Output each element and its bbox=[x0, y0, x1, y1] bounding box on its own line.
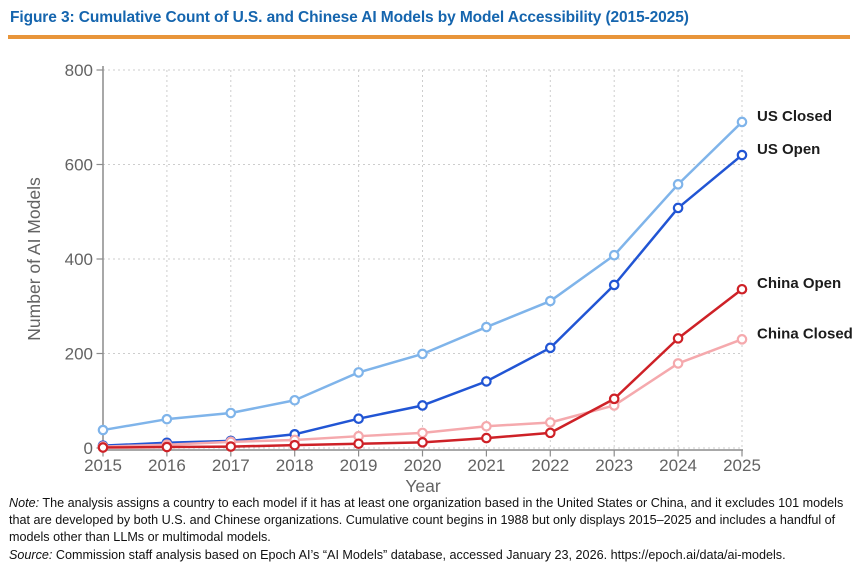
series-us-closed bbox=[97, 116, 748, 436]
data-point bbox=[417, 437, 428, 448]
x-axis-title: Year bbox=[405, 476, 441, 496]
data-point bbox=[544, 417, 556, 428]
data-point bbox=[736, 283, 748, 295]
x-tick-label: 2020 bbox=[404, 456, 442, 475]
data-point bbox=[481, 432, 492, 444]
series-us-open bbox=[97, 149, 748, 451]
source-text: Commission staff analysis based on Epoch… bbox=[52, 547, 786, 562]
data-point bbox=[161, 441, 173, 453]
data-point bbox=[97, 442, 109, 453]
legend-label: China Open bbox=[757, 275, 841, 292]
axes bbox=[96, 66, 743, 457]
figure-title: Figure 3: Cumulative Count of U.S. and C… bbox=[10, 9, 689, 26]
data-point bbox=[672, 333, 684, 344]
data-point bbox=[417, 400, 428, 411]
x-tick-label: 2024 bbox=[659, 456, 697, 475]
data-point bbox=[481, 376, 492, 387]
legend-label: US Open bbox=[757, 141, 820, 158]
data-point bbox=[353, 438, 364, 450]
series-china-open bbox=[97, 283, 748, 453]
data-point bbox=[225, 407, 237, 419]
note-paragraph: Note: The analysis assigns a country to … bbox=[9, 495, 850, 547]
x-tick-label: 2025 bbox=[723, 456, 761, 475]
data-point bbox=[225, 441, 237, 452]
source-paragraph: Source: Commission staff analysis based … bbox=[9, 547, 850, 564]
x-tick-label: 2022 bbox=[531, 456, 569, 475]
data-point bbox=[353, 413, 364, 425]
data-point bbox=[97, 424, 109, 436]
data-point bbox=[608, 249, 620, 261]
y-tick-label: 800 bbox=[65, 61, 93, 80]
data-point bbox=[544, 427, 556, 439]
figure-notes: Note: The analysis assigns a country to … bbox=[9, 495, 850, 564]
data-point bbox=[608, 279, 620, 291]
chart-svg: 0 200 400 600 800 2015 2016 2017 2018 2019 2020 202… bbox=[24, 61, 853, 496]
note-label: Note: bbox=[9, 496, 40, 510]
y-tick-label: 400 bbox=[65, 250, 93, 269]
note-text: The analysis assigns a country to each m… bbox=[9, 496, 844, 545]
data-point bbox=[289, 394, 300, 406]
title-divider bbox=[8, 35, 850, 39]
data-point bbox=[289, 439, 300, 451]
x-tick-label: 2021 bbox=[467, 456, 505, 475]
data-point bbox=[161, 413, 173, 425]
legend: US Closed US Open China Closed China Open bbox=[757, 108, 853, 342]
x-tick-label: 2019 bbox=[340, 456, 378, 475]
data-point bbox=[608, 393, 620, 405]
series-line bbox=[101, 287, 744, 449]
legend-label: US Closed bbox=[757, 108, 832, 125]
y-tick-label: 0 bbox=[84, 439, 93, 458]
data-point bbox=[736, 149, 748, 161]
data-point bbox=[672, 179, 684, 190]
x-tick-label: 2018 bbox=[276, 456, 314, 475]
data-point bbox=[672, 202, 684, 214]
x-tick-label: 2016 bbox=[148, 456, 186, 475]
data-point bbox=[544, 295, 556, 307]
data-point bbox=[544, 342, 556, 354]
data-point bbox=[481, 321, 492, 333]
y-tick-label: 600 bbox=[65, 156, 93, 175]
y-tick-label: 200 bbox=[65, 345, 93, 364]
data-point bbox=[417, 427, 428, 439]
data-point bbox=[736, 334, 748, 345]
legend-label: China Closed bbox=[757, 325, 853, 342]
chart-area: 0 200 400 600 800 2015 2016 2017 2018 2019 2020 202… bbox=[24, 61, 853, 496]
source-label: Source: bbox=[9, 547, 53, 562]
figure-header: Figure 3: Cumulative Count of U.S. and C… bbox=[0, 0, 858, 39]
gridlines bbox=[102, 69, 743, 449]
x-tick-label: 2015 bbox=[84, 456, 122, 475]
data-point bbox=[481, 420, 492, 432]
x-tick-label: 2017 bbox=[212, 456, 250, 475]
data-point bbox=[353, 367, 364, 378]
tick-labels: 0 200 400 600 800 2015 2016 2017 2018 2019 2020 202… bbox=[65, 61, 761, 475]
data-point bbox=[736, 116, 748, 128]
x-tick-label: 2023 bbox=[595, 456, 633, 475]
data-point bbox=[672, 358, 684, 369]
data-point bbox=[417, 348, 428, 360]
y-axis-title: Number of AI Models bbox=[24, 177, 44, 341]
